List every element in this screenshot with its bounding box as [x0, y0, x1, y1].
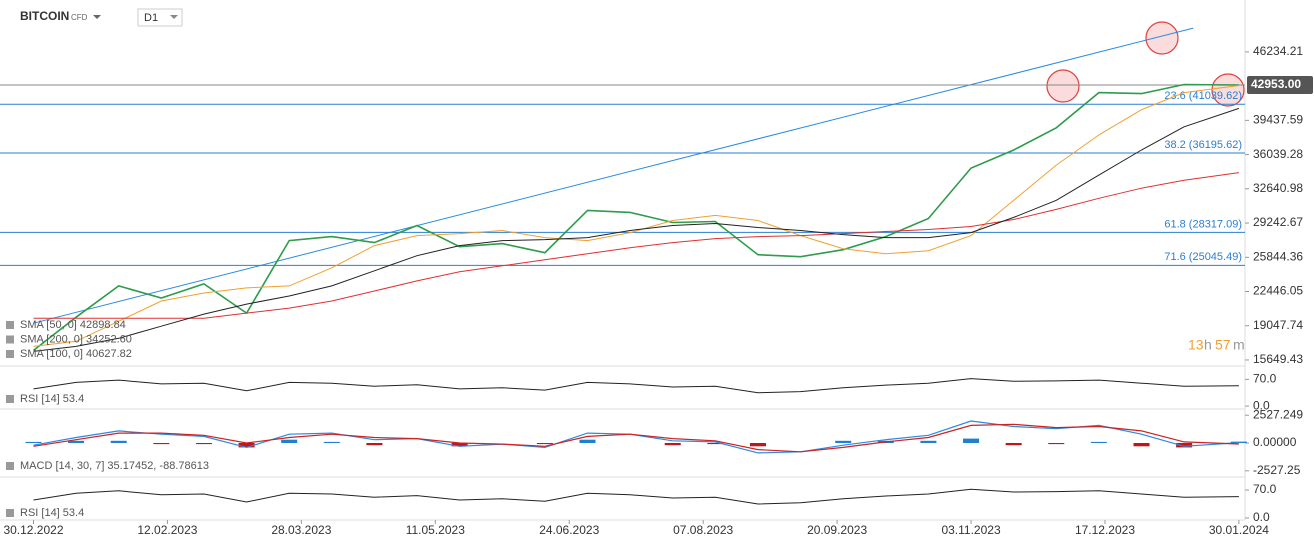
- y-tick-label: 0.00000: [1253, 435, 1297, 449]
- countdown-h: h: [1204, 337, 1212, 353]
- y-tick-label: 70.0: [1253, 482, 1277, 496]
- histogram-bar: [68, 440, 85, 443]
- indicator-icon: [6, 395, 14, 403]
- legend-entry: SMA [200, 0] 34252.60: [20, 333, 132, 345]
- y-tick-label: 0.0: [1253, 398, 1270, 412]
- histogram-bar: [110, 440, 127, 443]
- y-tick-label: -2527.25: [1253, 463, 1301, 477]
- legend-swatch: [6, 350, 14, 358]
- last-price-label: 42953.00: [1251, 77, 1301, 91]
- histogram-bar: [323, 441, 340, 443]
- y-tick-label: 2527.249: [1253, 407, 1303, 421]
- histogram-bar: [1005, 443, 1022, 446]
- x-tick-label: 30.12.2022: [3, 523, 63, 537]
- instrument-type: CFD: [71, 13, 88, 22]
- x-tick-label: 12.02.2023: [137, 523, 197, 537]
- histogram-bar: [707, 443, 724, 445]
- x-tick-label: 11.05.2023: [406, 523, 465, 537]
- timeframe: D1: [144, 12, 158, 24]
- indicator-title: MACD [14, 30, 7] 35.17452, -88.78613: [20, 460, 209, 472]
- legend-entry: SMA [100, 0] 40627.82: [20, 348, 132, 360]
- y-tick-label: 36039.28: [1253, 147, 1303, 161]
- histogram-bar: [749, 443, 766, 447]
- x-tick-label: 28.03.2023: [271, 523, 331, 537]
- indicator-line: [33, 488, 1239, 505]
- highlight-circle: [1145, 21, 1179, 55]
- legend-swatch: [6, 335, 14, 344]
- y-tick-label: 0.0: [1253, 510, 1270, 524]
- histogram-bar: [835, 440, 852, 443]
- y-tick-label: 70.0: [1253, 372, 1277, 386]
- last-price-box: [1247, 75, 1313, 94]
- histogram-bar: [963, 438, 980, 443]
- y-tick-label: 39437.59: [1253, 113, 1303, 127]
- histogram-bar: [1090, 441, 1107, 443]
- highlight-circle: [1046, 69, 1080, 103]
- fib-label: 61.8 (28317.09): [1164, 218, 1242, 230]
- histogram-bar: [664, 443, 681, 446]
- timeframe-arrow: [170, 15, 178, 19]
- histogram-bar: [25, 441, 42, 443]
- y-tick-label: 32640.98: [1253, 181, 1303, 195]
- legend-entry: SMA [50, 0] 42898.84: [20, 319, 126, 331]
- indicator-icon: [6, 509, 14, 517]
- macd-line: [33, 423, 1239, 453]
- histogram-bar: [195, 443, 212, 445]
- histogram-bar: [1133, 443, 1150, 447]
- x-tick-label: 20.09.2023: [807, 523, 867, 537]
- indicator-title: RSI [14] 53.4: [20, 507, 84, 519]
- legend-swatch: [6, 321, 14, 329]
- fib-label: 38.2 (36195.62): [1164, 139, 1242, 151]
- trendline: [33, 27, 1194, 324]
- histogram-bar: [579, 439, 596, 443]
- x-tick-label: 30.01.2024: [1209, 523, 1269, 537]
- x-tick-label: 07.08.2023: [673, 523, 733, 537]
- y-tick-label: 15649.43: [1253, 352, 1303, 366]
- histogram-bar: [1048, 443, 1065, 445]
- y-tick-label: 22446.05: [1253, 284, 1303, 298]
- symbol: BITCOIN: [20, 9, 69, 23]
- histogram-bar: [281, 439, 298, 443]
- timeframe-select[interactable]: [137, 8, 183, 27]
- countdown-m: m: [1233, 337, 1245, 353]
- histogram-bar: [153, 443, 170, 445]
- histogram-bar: [1176, 443, 1193, 448]
- y-tick-label: 46234.21: [1253, 44, 1303, 58]
- countdown-minutes: 57: [1215, 337, 1231, 353]
- y-tick-label: 29242.67: [1253, 215, 1303, 229]
- indicator-icon: [6, 462, 14, 470]
- histogram-bar: [1230, 441, 1247, 443]
- x-tick-label: 03.11.2023: [941, 523, 1000, 537]
- sma-line: [33, 85, 1239, 347]
- countdown-hours: 13: [1188, 337, 1204, 353]
- fib-label: 71.6 (25045.49): [1164, 251, 1242, 263]
- highlight-circle: [1211, 73, 1245, 107]
- indicator-title: RSI [14] 53.4: [20, 393, 84, 405]
- sma-line: [33, 107, 1240, 352]
- histogram-bar: [920, 440, 937, 443]
- histogram-bar: [238, 443, 255, 448]
- indicator-line: [33, 378, 1239, 394]
- y-tick-label: 19047.74: [1253, 318, 1303, 332]
- histogram-bar: [451, 443, 468, 447]
- x-tick-label: 24.06.2023: [539, 523, 599, 537]
- histogram-bar: [536, 443, 553, 445]
- sma-line: [33, 172, 1239, 319]
- price-line: [33, 83, 1239, 352]
- histogram-bar: [366, 443, 383, 446]
- y-tick-label: 25844.36: [1253, 249, 1303, 263]
- x-tick-label: 17.12.2023: [1075, 523, 1135, 537]
- symbol-dropdown[interactable]: [93, 15, 101, 19]
